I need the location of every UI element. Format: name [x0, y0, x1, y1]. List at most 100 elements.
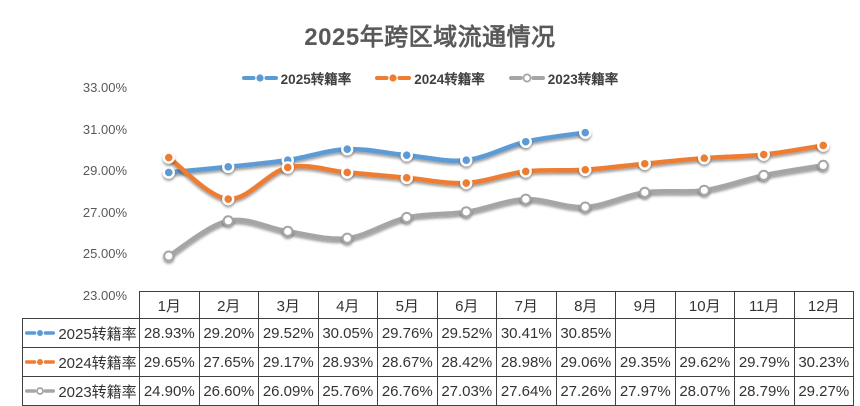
data-point-2024-5月 [400, 171, 413, 185]
data-point-2025-6月 [460, 154, 473, 167]
month-header-cell: 1月 [139, 291, 200, 319]
data-point-2023-5月 [401, 211, 413, 224]
legend-key-icon [241, 74, 278, 82]
series-markers-2024 [162, 139, 830, 206]
value-cell: 30.05% [317, 318, 378, 348]
value-cell: 29.27% [793, 376, 854, 406]
value-cell: 29.20% [198, 318, 259, 348]
value-cell: 26.09% [258, 376, 319, 406]
legend-item-label: 2025转籍率 [280, 72, 352, 87]
legend-item-2025: 2025转籍率 [241, 68, 352, 88]
month-header-cell: 4月 [317, 291, 378, 319]
series-row-2025: 2025转籍率 28.93% 29.20% 29.52% 30.05% 29.76% 29.… [22, 318, 854, 348]
value-cell: 29.79% [734, 347, 795, 377]
value-cell: 30.41% [496, 318, 557, 348]
data-point-2024-9月 [638, 157, 651, 170]
data-point-2024-8月 [579, 163, 592, 176]
month-header-cell: 8月 [555, 291, 616, 319]
value-cell: 28.93% [139, 318, 200, 348]
month-header-cell: 3月 [258, 291, 319, 319]
value-cell: 26.76% [377, 376, 438, 406]
data-point-2024-2月 [222, 192, 235, 206]
value-cell: 29.76% [377, 318, 438, 348]
data-point-2023-2月 [222, 215, 234, 227]
series-row-label-text: 2024转籍率 [58, 354, 137, 372]
series-row-label-text: 2023转籍率 [58, 383, 137, 401]
value-cell: 28.79% [734, 376, 795, 406]
month-header-cell: 11月 [734, 291, 795, 319]
series-row-label: 2023转籍率 [22, 376, 140, 406]
legend-key-icon [375, 74, 412, 82]
value-cell: 29.17% [258, 347, 319, 377]
data-point-2024-10月 [698, 151, 711, 165]
value-cell: 29.62% [674, 347, 735, 377]
legend-item-label: 2023转籍率 [547, 72, 619, 87]
data-point-2023-3月 [282, 225, 294, 237]
data-table: 1月 2月 3月 4月 5月 6月 7月 8月 9月 10月 11月 12月 2025转籍率 28.93%… [22, 291, 854, 406]
value-cell: 29.52% [258, 318, 319, 348]
y-axis-tick-label: 27.00% [82, 204, 127, 220]
value-cell: 29.52% [436, 318, 497, 348]
series-row-label: 2025转籍率 [22, 318, 140, 348]
data-point-2025-7月 [519, 135, 532, 148]
value-cell: 28.07% [674, 376, 735, 406]
value-cell: 29.35% [615, 347, 676, 377]
series-row-2023: 2023转籍率 24.90% 26.60% 26.09% 25.76% 26.76% 27.… [22, 376, 854, 406]
month-header-cell: 12月 [793, 291, 854, 319]
value-cell: 27.26% [555, 376, 616, 406]
y-axis-tick-label: 25.00% [82, 246, 127, 261]
value-cell: 27.97% [615, 376, 676, 406]
series-row-label: 2024转籍率 [22, 347, 140, 377]
value-cell: 28.67% [377, 347, 438, 377]
data-point-2025-5月 [400, 149, 413, 162]
legend-key-icon [25, 359, 56, 365]
data-point-2023-1月 [163, 250, 175, 262]
table-corner-cell [23, 292, 140, 319]
value-cell: 30.85% [555, 318, 616, 348]
value-cell [615, 318, 676, 348]
data-point-2024-12月 [817, 139, 830, 152]
month-header-cell: 7月 [496, 291, 557, 319]
month-header-cell: 9月 [615, 291, 676, 319]
month-header-cell: 5月 [377, 291, 438, 319]
series-row-2024: 2024转籍率 29.65% 27.65% 29.17% 28.93% 28.67% 28.… [22, 347, 854, 377]
value-cell: 30.23% [793, 347, 854, 377]
legend-item-2023: 2023转籍率 [508, 68, 619, 88]
data-point-2024-4月 [341, 166, 354, 179]
series-markers-2023 [163, 159, 829, 262]
value-cell: 26.60% [198, 376, 259, 406]
value-cell: 28.98% [496, 347, 557, 377]
chart-title: 2025年跨区域流通情况 [304, 24, 556, 51]
value-cell: 29.06% [555, 347, 616, 377]
data-point-2023-8月 [579, 201, 591, 213]
data-point-2023-10月 [698, 184, 710, 196]
value-cell [674, 318, 735, 348]
data-point-2025-8月 [579, 126, 592, 139]
value-cell [734, 318, 795, 348]
value-cell: 27.65% [198, 347, 259, 377]
data-point-2023-4月 [341, 232, 353, 244]
legend-key-icon [508, 73, 545, 83]
data-point-2024-3月 [281, 161, 294, 174]
data-point-2024-11月 [757, 148, 770, 161]
data-point-2024-7月 [519, 165, 532, 178]
legend-item-label: 2024转籍率 [414, 72, 485, 87]
month-header-cell: 2月 [198, 291, 259, 319]
value-cell: 27.64% [496, 376, 557, 406]
data-point-2025-1月 [162, 166, 175, 179]
y-axis-tick-label: 23.00% [82, 287, 127, 303]
y-axis-tick-label: 33.00% [82, 80, 127, 95]
y-axis-tick-label: 31.00% [82, 121, 127, 137]
legend-key-icon [25, 330, 56, 336]
month-header-cell: 6月 [436, 291, 497, 319]
data-point-2023-12月 [817, 159, 829, 171]
chart-legend: 2025转籍率 2024转籍率 2023转籍率 [0, 68, 860, 88]
value-cell: 28.93% [317, 347, 378, 377]
value-cell: 24.90% [139, 376, 200, 406]
legend-item-2024: 2024转籍率 [375, 68, 485, 88]
data-point-2024-1月 [162, 151, 175, 164]
legend-key-icon [25, 387, 56, 395]
data-point-2024-6月 [460, 176, 473, 190]
